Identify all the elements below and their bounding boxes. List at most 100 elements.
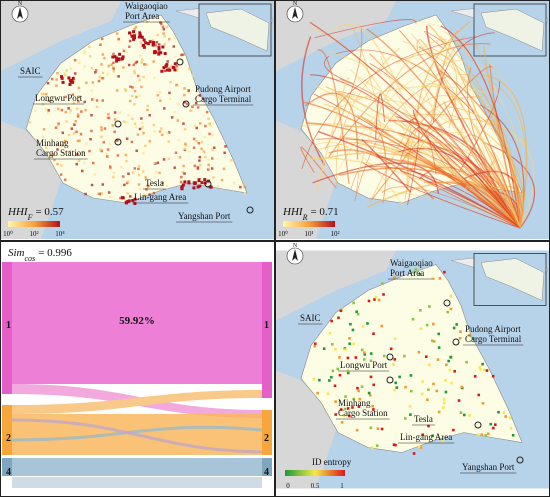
cell xyxy=(502,411,506,414)
cell xyxy=(455,323,459,326)
cell xyxy=(216,184,220,188)
cell xyxy=(146,184,150,188)
cell xyxy=(142,131,145,135)
route xyxy=(335,47,400,189)
cell xyxy=(152,191,156,195)
cell xyxy=(197,181,201,184)
cell xyxy=(102,141,106,144)
cell xyxy=(138,32,142,36)
cell xyxy=(137,183,141,186)
cell xyxy=(67,133,71,137)
cell xyxy=(152,41,156,45)
poi-icon xyxy=(516,456,524,464)
cell xyxy=(137,167,140,171)
place-label: Tesla xyxy=(145,178,164,188)
place-label: Cargo Terminal xyxy=(195,94,252,104)
legend-tick: 10¹ xyxy=(304,230,313,238)
cell xyxy=(160,127,163,130)
cell xyxy=(133,69,136,73)
cell xyxy=(118,111,122,114)
cell xyxy=(73,58,77,62)
cell xyxy=(129,195,132,198)
cell xyxy=(372,332,375,336)
cell xyxy=(404,417,407,420)
route xyxy=(472,81,521,229)
poi-icon xyxy=(114,120,122,128)
cell xyxy=(442,398,446,401)
cell xyxy=(159,99,162,103)
cell xyxy=(421,433,425,437)
cell xyxy=(88,55,92,58)
cell xyxy=(50,154,53,157)
cell xyxy=(163,69,167,73)
cell xyxy=(94,71,97,74)
cell xyxy=(101,77,104,80)
cell xyxy=(370,446,374,449)
cell xyxy=(61,131,65,135)
cell xyxy=(342,414,346,417)
cell xyxy=(168,91,171,95)
cell xyxy=(107,116,111,120)
cell xyxy=(206,168,210,171)
route xyxy=(301,123,521,229)
route xyxy=(357,38,447,174)
cell xyxy=(369,426,373,430)
cell xyxy=(446,310,450,314)
cell xyxy=(124,153,128,157)
cell xyxy=(60,108,64,112)
cell xyxy=(65,150,68,154)
cell xyxy=(85,142,88,145)
cell xyxy=(207,117,210,121)
cell xyxy=(98,75,102,79)
cell xyxy=(173,166,176,169)
cell xyxy=(239,185,242,189)
cell xyxy=(177,138,181,142)
route xyxy=(327,50,521,229)
cell xyxy=(339,408,343,411)
cell xyxy=(465,360,468,364)
cell xyxy=(444,390,448,394)
place-label: Port Area xyxy=(390,268,424,278)
cell xyxy=(453,369,456,373)
cell xyxy=(165,25,169,29)
cell xyxy=(69,67,73,71)
cell xyxy=(56,71,59,75)
cell xyxy=(77,159,81,162)
cell xyxy=(158,91,162,94)
cell xyxy=(63,178,67,182)
cell xyxy=(172,66,176,70)
cell xyxy=(361,325,365,328)
cell xyxy=(166,60,169,63)
cell xyxy=(435,389,439,393)
cell xyxy=(346,356,350,360)
cell xyxy=(122,66,125,69)
cell xyxy=(185,102,189,106)
cell xyxy=(187,180,191,184)
cell xyxy=(125,159,128,163)
flow-mix xyxy=(11,418,263,454)
cell xyxy=(409,389,413,393)
cell xyxy=(180,53,183,57)
left-node-4 xyxy=(2,458,12,476)
route xyxy=(433,32,495,122)
cell xyxy=(76,113,80,116)
cell xyxy=(64,138,67,141)
cell xyxy=(95,99,99,102)
cell xyxy=(153,49,157,53)
cell xyxy=(113,118,117,121)
cell xyxy=(417,445,421,449)
cell xyxy=(195,126,198,130)
cell xyxy=(161,133,164,137)
cell xyxy=(419,327,423,331)
cell xyxy=(125,121,129,124)
cell xyxy=(156,33,159,37)
cell xyxy=(41,103,45,106)
cell xyxy=(369,375,373,379)
cell xyxy=(121,175,125,178)
cell xyxy=(338,356,341,359)
cell xyxy=(101,53,105,56)
route xyxy=(301,36,326,166)
cell xyxy=(339,309,343,313)
cell xyxy=(186,91,190,94)
cell xyxy=(112,171,116,175)
